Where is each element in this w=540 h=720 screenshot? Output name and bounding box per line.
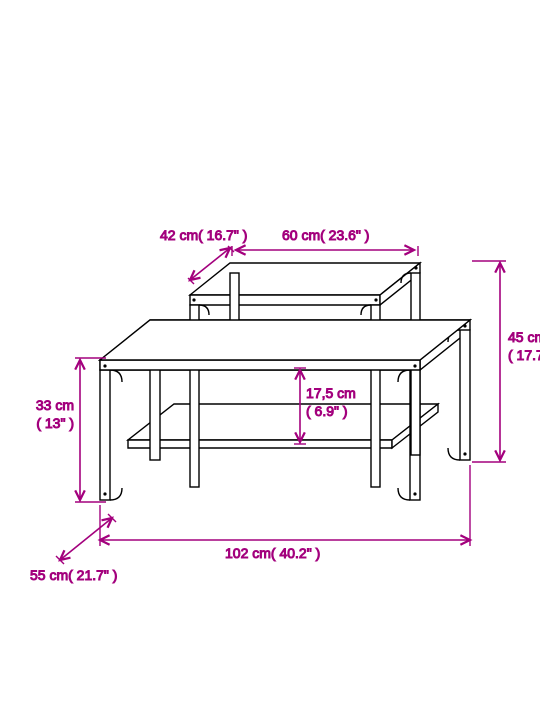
dim-label-left-33-in: ( 13" ) [36, 415, 74, 431]
technical-dimension-diagram: 42 cm( 16.7" ) 60 cm( 23.6" ) 33 cm ( 13… [0, 0, 540, 720]
lower-shelf-front-edge [128, 440, 392, 448]
bracket [199, 305, 209, 315]
lower-shelf [128, 404, 438, 440]
dim-line-bottom-depth [60, 518, 112, 560]
lower-leg-back-right [460, 330, 470, 460]
bracket [448, 448, 460, 460]
dim-label-right-45-cm: 45 cm [508, 329, 540, 345]
bracket [110, 370, 122, 382]
furniture-drawing [100, 263, 470, 500]
dim-label-bottom-depth: 55 cm( 21.7" ) [30, 567, 117, 583]
bracket [110, 488, 122, 500]
dim-label-mid-175-in: ( 6.9" ) [306, 403, 348, 419]
bracket [361, 305, 371, 315]
bracket [398, 370, 410, 382]
dim-label-mid-175-cm: 17,5 cm [306, 385, 356, 401]
dim-label-top-depth: 42 cm( 16.7" ) [160, 227, 247, 243]
diagram-svg: 42 cm( 16.7" ) 60 cm( 23.6" ) 33 cm ( 13… [0, 0, 540, 720]
dim-label-bottom-width: 102 cm( 40.2" ) [225, 545, 320, 561]
bracket [398, 488, 410, 500]
dim-label-right-45-in: ( 17.7" ) [508, 347, 540, 363]
lower-leg-front-left [100, 370, 110, 500]
dim-label-left-33-cm: 33 cm [36, 397, 74, 413]
upper-table-top-front-edge [190, 295, 380, 305]
dim-label-top-width: 60 cm( 23.6" ) [282, 227, 369, 243]
